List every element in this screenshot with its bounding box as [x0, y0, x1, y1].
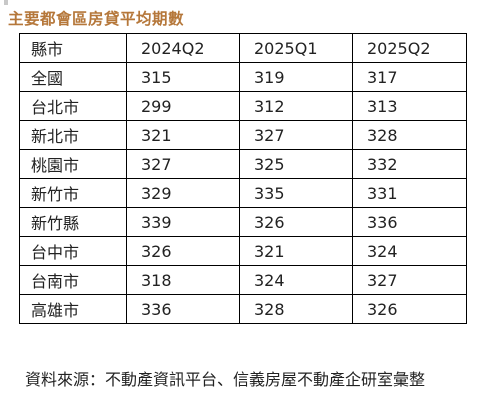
cell-region: 新竹縣 [19, 207, 127, 237]
cell-region: 新竹市 [19, 178, 127, 208]
table-row: 新北市 321 327 328 [19, 120, 467, 150]
cell-region: 台北市 [19, 91, 127, 121]
table-row: 台中市 326 321 324 [19, 236, 467, 266]
cell-2024q2: 299 [126, 91, 240, 121]
cell-2025q1: 326 [239, 207, 353, 237]
cell-2025q1: 312 [239, 91, 353, 121]
cell-2024q2: 318 [126, 265, 240, 295]
cell-2025q1: 327 [239, 120, 353, 150]
cell-2025q2: 331 [352, 178, 467, 208]
table-row: 全國 315 319 317 [19, 62, 467, 92]
cell-2025q2: 327 [352, 265, 467, 295]
cell-region: 台南市 [19, 265, 127, 295]
table-row: 台南市 318 324 327 [19, 265, 467, 295]
table-row: 台北市 299 312 313 [19, 91, 467, 121]
cell-2025q2: 324 [352, 236, 467, 266]
table-row: 高雄市 336 328 326 [19, 294, 467, 324]
source-note: 資料來源：不動產資訊平台、信義房屋不動產企研室彙整 [25, 370, 426, 389]
cell-region: 高雄市 [19, 294, 127, 324]
cell-2025q1: 328 [239, 294, 353, 324]
cell-region: 全國 [19, 62, 127, 92]
cell-region: 桃園市 [19, 149, 127, 179]
cell-2025q2: 332 [352, 149, 467, 179]
cell-region: 台中市 [19, 236, 127, 266]
table-body: 全國 315 319 317 台北市 299 312 313 新北市 321 327 328 桃園市 32… [19, 62, 467, 324]
header-2024q2: 2024Q2 [126, 33, 240, 63]
cell-2024q2: 329 [126, 178, 240, 208]
page-title: 主要都會區房貸平均期數 [8, 10, 185, 28]
cell-2024q2: 339 [126, 207, 240, 237]
cell-2024q2: 326 [126, 236, 240, 266]
cell-2025q1: 321 [239, 236, 353, 266]
table-row: 新竹縣 339 326 336 [19, 207, 467, 237]
cell-2024q2: 336 [126, 294, 240, 324]
header-region: 縣市 [19, 33, 127, 63]
cell-2025q1: 319 [239, 62, 353, 92]
cell-2024q2: 315 [126, 62, 240, 92]
cell-2025q1: 325 [239, 149, 353, 179]
cell-2025q2: 313 [352, 91, 467, 121]
table-header-row: 縣市 2024Q2 2025Q1 2025Q2 [19, 33, 467, 63]
cell-2025q1: 324 [239, 265, 353, 295]
cell-region: 新北市 [19, 120, 127, 150]
header-2025q2: 2025Q2 [352, 33, 467, 63]
cell-2024q2: 327 [126, 149, 240, 179]
header-2025q1: 2025Q1 [239, 33, 353, 63]
cell-2024q2: 321 [126, 120, 240, 150]
table-row: 桃園市 327 325 332 [19, 149, 467, 179]
top-marker [4, 0, 8, 5]
cell-2025q2: 328 [352, 120, 467, 150]
cell-2025q2: 326 [352, 294, 467, 324]
mortgage-term-table: 縣市 2024Q2 2025Q1 2025Q2 全國 315 319 317 台北市 29… [19, 33, 467, 324]
cell-2025q1: 335 [239, 178, 353, 208]
cell-2025q2: 317 [352, 62, 467, 92]
cell-2025q2: 336 [352, 207, 467, 237]
table-row: 新竹市 329 335 331 [19, 178, 467, 208]
